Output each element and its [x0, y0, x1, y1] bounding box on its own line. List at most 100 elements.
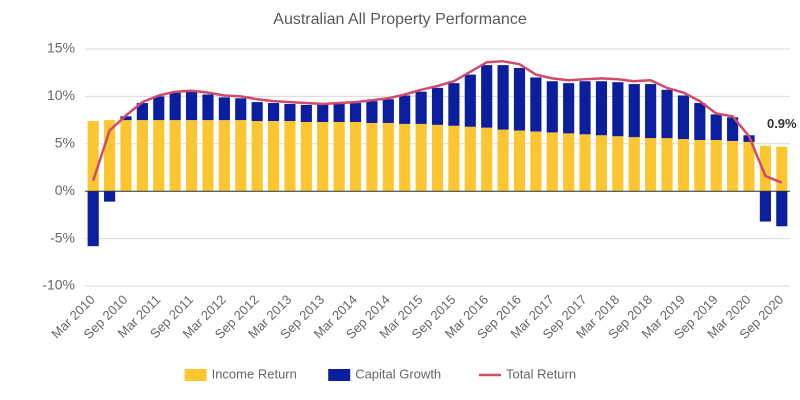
bar — [120, 116, 132, 121]
bar — [333, 103, 345, 122]
bar — [169, 120, 181, 192]
y-tick-label: 15% — [47, 40, 75, 56]
bar — [202, 94, 214, 121]
bar — [513, 67, 526, 131]
bar — [612, 136, 624, 192]
bar — [366, 101, 378, 123]
bar — [415, 91, 427, 124]
legend-label: Total Return — [506, 366, 576, 381]
bar — [710, 140, 722, 192]
line — [92, 60, 783, 184]
bar — [464, 74, 476, 127]
bar — [628, 137, 640, 192]
bar — [661, 138, 673, 192]
bar — [546, 132, 558, 192]
y-tick-label: 0% — [55, 182, 75, 198]
bar — [218, 97, 230, 121]
legend-swatch — [184, 369, 207, 381]
bar — [153, 96, 165, 121]
bar — [185, 120, 198, 192]
bar — [267, 103, 280, 122]
bar — [612, 82, 624, 137]
bar — [136, 120, 148, 192]
legend-label: Capital Growth — [355, 366, 441, 381]
bar — [530, 131, 542, 192]
bar — [448, 83, 460, 126]
bar — [448, 125, 460, 192]
bar — [645, 84, 657, 139]
bar — [202, 120, 214, 192]
bar — [694, 140, 706, 192]
bar — [661, 89, 673, 139]
y-tick-label: -10% — [42, 277, 75, 293]
bar — [87, 121, 99, 192]
chart-title: Australian All Property Performance — [273, 11, 527, 28]
bar — [382, 99, 394, 123]
bar — [530, 77, 542, 132]
bar — [694, 103, 706, 141]
bar — [497, 65, 509, 130]
bar — [382, 122, 394, 192]
bar — [235, 120, 247, 192]
bar — [497, 129, 509, 192]
bar — [300, 121, 312, 192]
bar — [284, 103, 296, 122]
bar — [776, 191, 788, 227]
bar — [120, 120, 132, 192]
data-label: 0.9% — [767, 116, 797, 131]
bar — [333, 121, 345, 192]
bar — [710, 114, 722, 141]
bar — [349, 103, 362, 122]
bar — [776, 146, 788, 192]
legend-swatch — [328, 369, 351, 381]
bar — [595, 81, 608, 136]
bar — [464, 126, 476, 192]
bar — [104, 120, 116, 192]
bar — [366, 122, 378, 192]
bar — [759, 145, 771, 192]
y-tick-label: 5% — [55, 135, 75, 151]
bar — [579, 134, 591, 192]
bar — [595, 135, 608, 192]
bar — [267, 121, 280, 192]
bar — [677, 95, 690, 140]
bar — [513, 130, 526, 192]
bar — [563, 83, 575, 134]
bar — [218, 120, 230, 192]
bar — [727, 140, 739, 192]
bar — [563, 133, 575, 192]
bar — [415, 123, 427, 192]
bar — [399, 95, 411, 124]
bar — [317, 103, 329, 122]
bar — [251, 121, 263, 192]
y-tick-label: -5% — [50, 229, 75, 245]
bar — [759, 191, 771, 222]
bar — [136, 103, 148, 121]
bar — [349, 121, 362, 192]
bar — [235, 98, 247, 121]
bar — [579, 81, 591, 135]
bar — [431, 87, 444, 125]
bar — [743, 141, 755, 192]
y-tick-label: 10% — [47, 87, 75, 103]
bar — [185, 91, 198, 121]
bar — [727, 117, 739, 141]
legend-label: Income Return — [212, 366, 297, 381]
bar — [153, 120, 165, 192]
bar — [481, 127, 493, 192]
bar — [628, 84, 640, 138]
bar — [399, 123, 411, 192]
bar — [104, 191, 116, 202]
bar — [169, 92, 181, 121]
bar — [645, 138, 657, 192]
bar — [431, 124, 444, 192]
bar — [251, 102, 263, 122]
bar — [317, 121, 329, 192]
bar — [300, 104, 312, 122]
bar — [481, 65, 493, 128]
bar — [546, 81, 558, 133]
bar — [87, 191, 99, 247]
bar — [284, 121, 296, 192]
